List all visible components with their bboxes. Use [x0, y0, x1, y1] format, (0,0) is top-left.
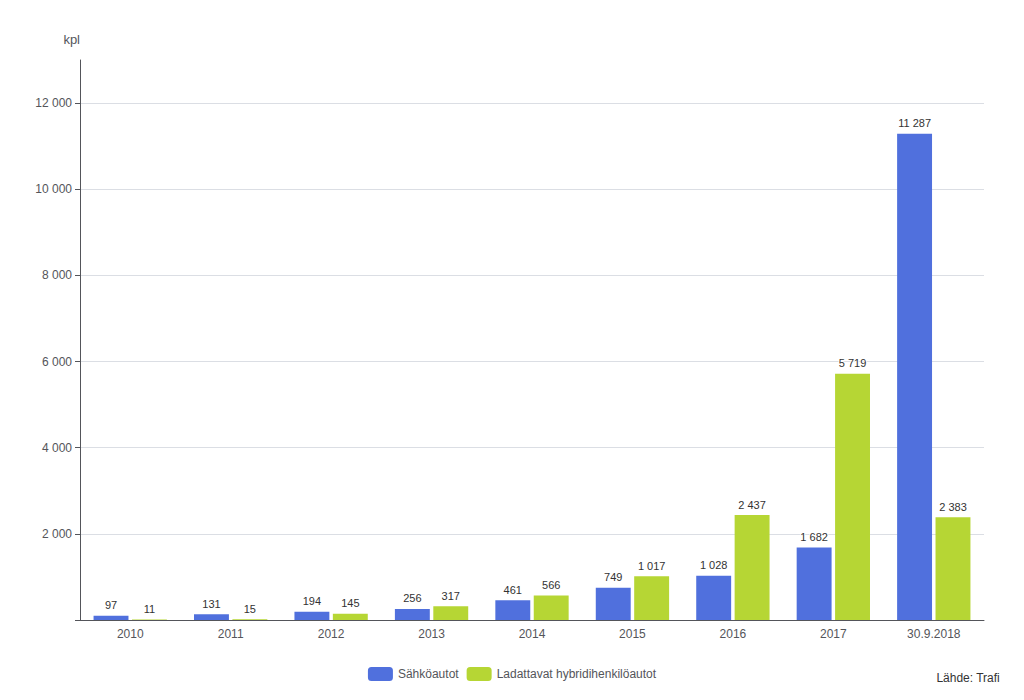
svg-text:749: 749 [604, 571, 622, 583]
svg-text:2 000: 2 000 [42, 527, 72, 541]
svg-text:461: 461 [504, 584, 522, 596]
svg-text:256: 256 [403, 592, 421, 604]
svg-text:97: 97 [105, 599, 117, 611]
svg-text:1 028: 1 028 [700, 559, 728, 571]
svg-text:kpl: kpl [63, 32, 80, 47]
svg-text:5 719: 5 719 [839, 357, 867, 369]
svg-text:4 000: 4 000 [42, 441, 72, 455]
svg-text:10 000: 10 000 [35, 182, 72, 196]
svg-text:2 383: 2 383 [939, 501, 967, 513]
svg-text:15: 15 [244, 603, 256, 615]
svg-text:2013: 2013 [418, 627, 445, 641]
svg-text:2017: 2017 [820, 627, 847, 641]
svg-text:Sähköautot: Sähköautot [398, 667, 459, 681]
svg-text:2012: 2012 [318, 627, 345, 641]
svg-text:566: 566 [542, 579, 560, 591]
svg-text:11: 11 [144, 603, 155, 615]
svg-text:131: 131 [202, 598, 220, 610]
svg-text:8 000: 8 000 [42, 268, 72, 282]
svg-text:2015: 2015 [619, 627, 646, 641]
svg-text:30.9.2018: 30.9.2018 [907, 627, 961, 641]
svg-text:2014: 2014 [519, 627, 546, 641]
svg-text:2 437: 2 437 [738, 499, 766, 511]
svg-text:12 000: 12 000 [35, 96, 72, 110]
svg-text:1 682: 1 682 [800, 531, 828, 543]
svg-text:317: 317 [442, 590, 460, 602]
svg-text:Lähde: Trafi: Lähde: Trafi [936, 671, 999, 685]
svg-text:2010: 2010 [117, 627, 144, 641]
svg-text:145: 145 [341, 597, 359, 609]
svg-text:1 017: 1 017 [638, 560, 666, 572]
svg-text:194: 194 [303, 595, 321, 607]
svg-text:2011: 2011 [218, 627, 244, 641]
svg-text:Ladattavat hybridihenkilöautot: Ladattavat hybridihenkilöautot [497, 667, 657, 681]
svg-text:6 000: 6 000 [42, 355, 72, 369]
svg-text:2016: 2016 [720, 627, 747, 641]
svg-text:11 287: 11 287 [898, 117, 931, 129]
